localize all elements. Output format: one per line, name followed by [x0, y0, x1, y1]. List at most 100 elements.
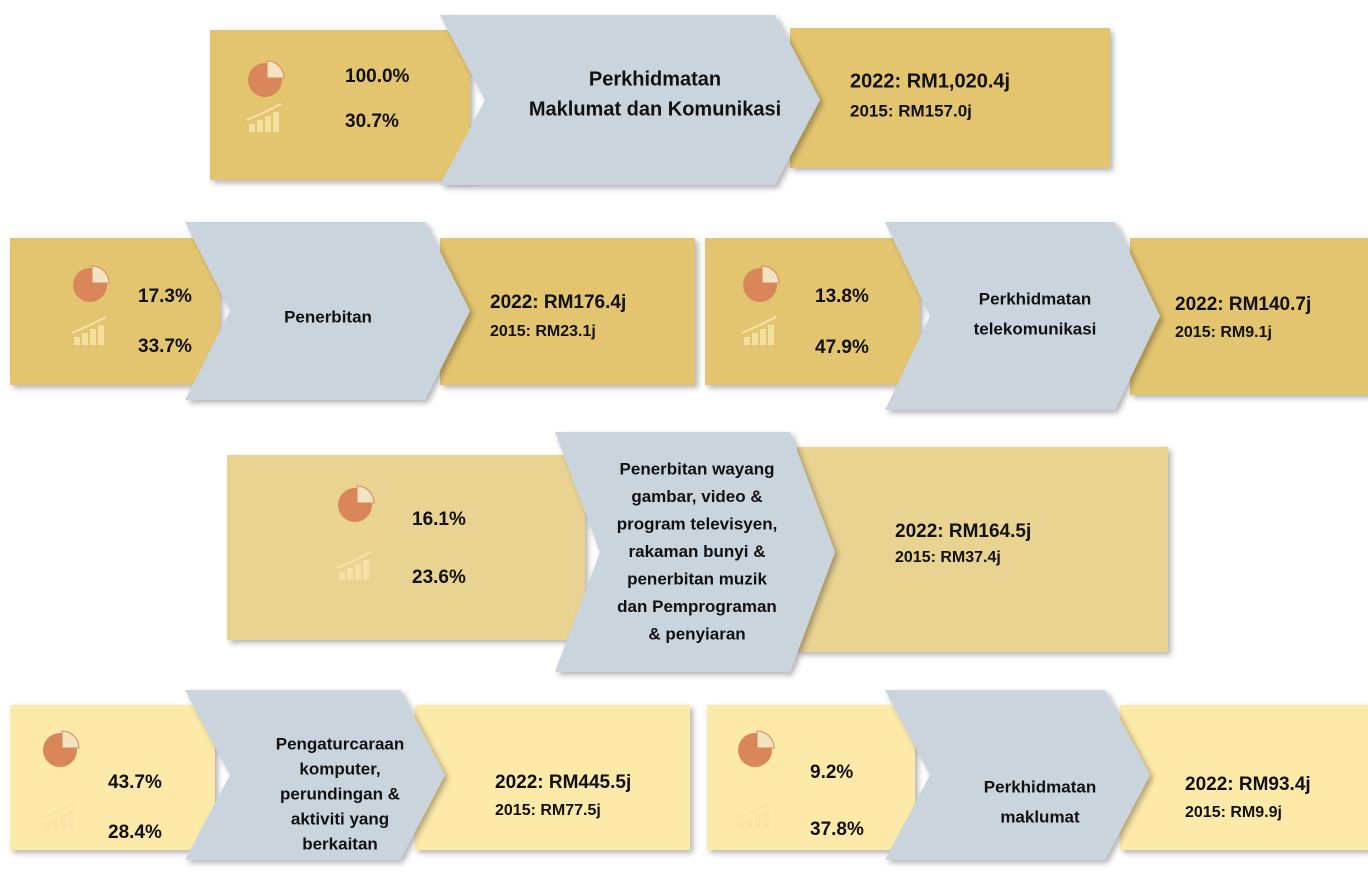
- share: 16.1%: [412, 509, 466, 530]
- sector-label: perundingan &: [280, 784, 400, 803]
- growth-bar: [74, 337, 80, 345]
- sector-label: Penerbitan: [284, 307, 372, 326]
- sector-label: Maklumat dan Komunikasi: [529, 98, 781, 120]
- pie-slice: [91, 265, 110, 284]
- growth-bar: [339, 572, 345, 580]
- chevron: [185, 222, 470, 400]
- sector-label: Pengaturcaraan: [276, 734, 405, 753]
- chevron: [885, 690, 1150, 860]
- left-box: [705, 238, 920, 385]
- left-box: [210, 30, 470, 180]
- chevron: [440, 15, 820, 185]
- value-2022: 2022: RM164.5j: [895, 521, 1031, 542]
- pie-slice: [266, 60, 285, 79]
- growth-bar: [68, 810, 74, 830]
- share: 17.3%: [138, 286, 192, 307]
- pie-slice: [356, 485, 375, 504]
- growth-bar: [98, 325, 104, 345]
- value-2022: 2022: RM176.4j: [490, 292, 626, 313]
- value-2015: 2015: RM9.1j: [1175, 324, 1272, 341]
- value-2022: 2022: RM1,020.4j: [850, 70, 1010, 92]
- chevron: [885, 222, 1160, 410]
- right-box: [790, 28, 1110, 168]
- growth-bar: [763, 810, 769, 830]
- right-box: [415, 705, 690, 850]
- growth: 30.7%: [345, 111, 399, 132]
- growth-arrow: [736, 801, 772, 819]
- block: 9.2% 37.8% Perkhidmatan maklumat 2022: RM93.…: [707, 690, 1368, 860]
- growth-bar: [355, 564, 361, 580]
- right-box: [440, 238, 695, 385]
- block: 16.1% 23.6% Penerbitan wayang gambar, video…: [227, 432, 1168, 672]
- value-2015: 2015: RM23.1j: [490, 323, 596, 340]
- chevron: [185, 690, 445, 860]
- block: 43.7% 28.4% Pengaturcaraan komputer, perundi…: [10, 690, 690, 860]
- sector-label: rakaman bunyi &: [629, 542, 766, 561]
- share: 9.2%: [810, 762, 853, 783]
- growth-bar: [768, 325, 774, 345]
- value-2015: 2015: RM77.5j: [495, 802, 601, 819]
- growth: 47.9%: [815, 337, 869, 358]
- growth-bar: [747, 818, 753, 830]
- value-2022: 2022: RM140.7j: [1175, 294, 1311, 315]
- sector-label: program televisyen,: [617, 514, 778, 533]
- sector-label: telekomunikasi: [974, 319, 1097, 338]
- growth-arrow: [71, 316, 107, 334]
- sector-label: Perkhidmatan: [589, 68, 721, 90]
- growth-bar: [347, 568, 353, 580]
- growth-bar: [82, 333, 88, 345]
- sector-label: Perkhidmatan: [984, 777, 1096, 796]
- growth-bar: [257, 120, 263, 132]
- sector-label: komputer,: [299, 759, 380, 778]
- growth-arrow: [246, 103, 282, 121]
- value-2022: 2022: RM93.4j: [1185, 774, 1311, 795]
- growth-bar: [52, 818, 58, 830]
- growth-arrow: [41, 801, 77, 819]
- growth-bar: [90, 329, 96, 345]
- sector-label: aktiviti yang: [291, 809, 389, 828]
- growth: 37.8%: [810, 819, 864, 840]
- left-box: [10, 238, 220, 385]
- growth: 28.4%: [108, 822, 162, 843]
- growth-bar: [249, 124, 255, 132]
- growth-bar: [755, 814, 761, 830]
- sector-label: dan Pemprograman: [617, 597, 777, 616]
- value-2015: 2015: RM157.0j: [850, 101, 972, 120]
- growth-arrow: [741, 316, 777, 334]
- share: 13.8%: [815, 286, 869, 307]
- growth-bar: [739, 822, 745, 830]
- growth-bar: [760, 329, 766, 345]
- growth-bar: [744, 337, 750, 345]
- sector-label: Perkhidmatan: [979, 289, 1091, 308]
- value-2015: 2015: RM37.4j: [895, 549, 1001, 566]
- growth-bar: [363, 560, 369, 580]
- right-box: [797, 447, 1168, 652]
- left-box: [227, 455, 585, 640]
- block: 17.3% 33.7% Penerbitan 2022: RM176.4j 2015: …: [10, 222, 695, 400]
- growth-arrow: [336, 551, 372, 569]
- sector-label: maklumat: [1000, 807, 1080, 826]
- share: 100.0%: [345, 66, 410, 87]
- growth: 33.7%: [138, 336, 192, 357]
- right-box: [1120, 705, 1368, 850]
- share: 43.7%: [108, 772, 162, 793]
- sector-label: penerbitan muzik: [627, 569, 767, 588]
- growth-bar: [273, 112, 279, 132]
- sector-label: Penerbitan wayang: [620, 459, 775, 478]
- sector-label: berkaitan: [302, 834, 378, 853]
- pie-slice: [761, 265, 780, 284]
- block: 13.8% 47.9% Perkhidmatan telekomunikasi 2022…: [705, 222, 1368, 410]
- chevron: [555, 432, 835, 672]
- growth: 23.6%: [412, 567, 466, 588]
- growth-bar: [752, 333, 758, 345]
- growth-bar: [44, 822, 50, 830]
- value-2015: 2015: RM9.9j: [1185, 804, 1282, 821]
- growth-bar: [60, 814, 66, 830]
- right-box: [1130, 238, 1368, 395]
- sector-label: gambar, video &: [631, 487, 762, 506]
- pie-slice: [756, 730, 775, 749]
- sector-label: & penyiaran: [648, 624, 745, 643]
- pie-slice: [61, 730, 80, 749]
- value-2022: 2022: RM445.5j: [495, 772, 631, 793]
